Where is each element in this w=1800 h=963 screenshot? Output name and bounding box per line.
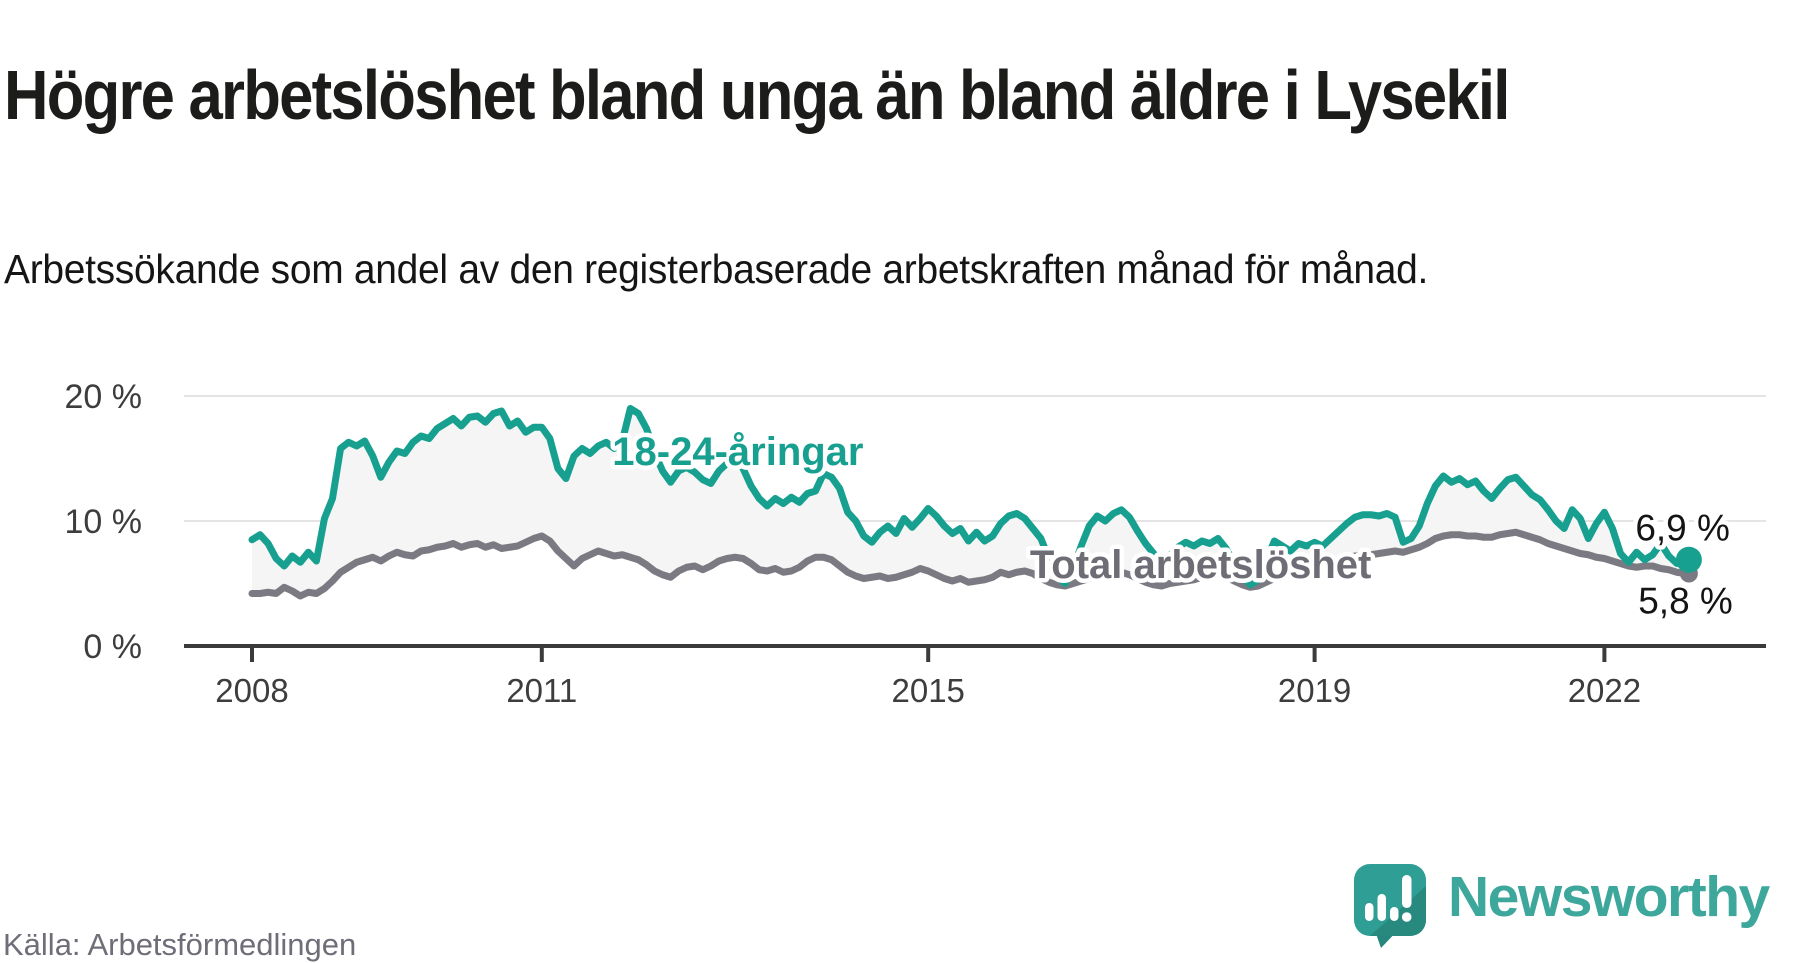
x-tick-label-2015: 2015	[891, 672, 964, 709]
end-dot-youth	[1675, 546, 1702, 573]
series-label-youth: 18-24-åringar	[612, 430, 863, 474]
end-value-label-total: 5,8 %	[1638, 580, 1733, 621]
y-tick-label-10: 10 %	[65, 503, 143, 541]
band-fill-between-series	[252, 408, 1685, 596]
series-line-total	[248, 528, 1689, 600]
chart-subtitle: Arbetssökande som andel av den registerb…	[4, 246, 1429, 292]
x-tick-label-2019: 2019	[1278, 672, 1351, 709]
line-chart-canvas: 2008 2011 2015 2019 2022 0 % 10 % 20 % 18-24-åri…	[65, 378, 1766, 709]
newsworthy-wordmark: Newsworthy	[1448, 865, 1770, 929]
series-line-youth	[248, 405, 1689, 589]
page-title: Högre arbetslöshet bland unga än bland ä…	[4, 55, 1510, 134]
end-value-label-youth: 6,9 %	[1635, 507, 1730, 548]
x-tick-label-2022: 2022	[1568, 672, 1641, 709]
series-label-total: Total arbetslöshet	[1030, 543, 1372, 587]
unemployment-line-chart: 2008 2011 2015 2019 2022 0 % 10 % 20 % 18-24-åri…	[0, 300, 1800, 740]
y-tick-label-0: 0 %	[83, 628, 142, 666]
newsworthy-logo: Newsworthy	[1352, 862, 1770, 948]
source-note: Källa: Arbetsförmedlingen	[3, 927, 357, 962]
y-tick-label-20: 20 %	[65, 378, 143, 416]
x-tick-label-2011: 2011	[506, 672, 577, 709]
x-tick-label-2008: 2008	[215, 672, 288, 709]
newsworthy-speech-bubble-chart-icon	[1354, 864, 1426, 948]
